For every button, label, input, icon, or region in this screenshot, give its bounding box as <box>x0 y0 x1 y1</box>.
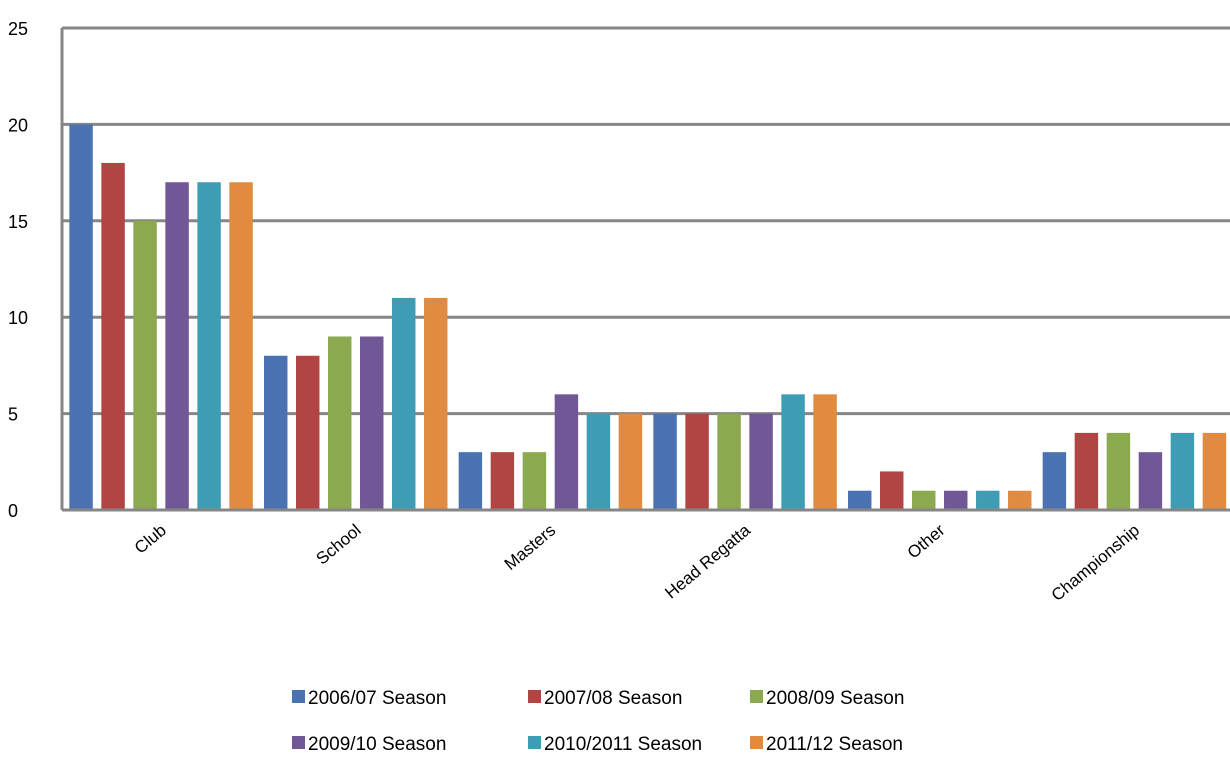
y-tick-label: 10 <box>8 308 28 328</box>
bar <box>490 452 515 510</box>
y-tick-label: 15 <box>8 212 28 232</box>
bar <box>392 297 416 510</box>
gridlines <box>62 26 1230 416</box>
bar <box>781 394 805 510</box>
bar <box>264 355 288 510</box>
x-tick-label: Championship <box>1048 521 1143 605</box>
x-axis-category-labels: Club School Masters Head Regatta Other Champi… <box>131 520 1143 605</box>
bar <box>586 413 611 510</box>
x-tick-label: Masters <box>501 521 560 574</box>
bar <box>165 182 189 511</box>
bar <box>229 182 253 511</box>
bar <box>522 452 547 510</box>
y-tick-label: 25 <box>8 19 28 39</box>
bar <box>458 452 483 510</box>
bar <box>976 490 1000 510</box>
legend-swatch <box>528 736 541 749</box>
y-tick-label: 0 <box>8 501 18 521</box>
legend-label: 2011/12 Season <box>766 734 903 755</box>
bar <box>1008 490 1032 510</box>
bar <box>749 413 773 510</box>
bar <box>1106 432 1131 510</box>
x-tick-label: Head Regatta <box>661 520 754 602</box>
bar <box>69 124 93 511</box>
legend-swatch <box>750 690 763 703</box>
legend-label: 2008/09 Season <box>766 688 904 709</box>
bar <box>813 394 837 510</box>
bar <box>328 336 352 510</box>
legend-swatch <box>750 736 763 749</box>
x-tick-label: School <box>313 521 365 569</box>
bar <box>554 394 579 510</box>
legend-item: 2010/2011 Season <box>528 734 702 755</box>
x-tick-label: Club <box>131 521 170 558</box>
legend-label: 2007/08 Season <box>544 688 682 709</box>
bar <box>101 162 125 510</box>
x-tick-label: Other <box>904 520 949 562</box>
y-tick-label: 5 <box>8 405 18 425</box>
axes <box>60 28 1230 512</box>
legend-label: 2006/07 Season <box>308 688 446 709</box>
legend-label: 2010/2011 Season <box>544 734 702 755</box>
bar <box>1170 432 1195 510</box>
bar <box>653 413 677 510</box>
y-tick-label: 20 <box>8 115 28 135</box>
legend-swatch <box>528 690 541 703</box>
bar <box>133 220 157 511</box>
legend-swatch <box>292 736 305 749</box>
legend-item: 2011/12 Season <box>750 734 903 755</box>
bar <box>360 336 384 510</box>
legend-label: 2009/10 Season <box>308 734 446 755</box>
legend-item: 2008/09 Season <box>750 688 904 709</box>
bar <box>717 413 741 510</box>
bar <box>618 413 643 510</box>
bar <box>1202 432 1227 510</box>
bar <box>1138 452 1163 510</box>
y-axis-tick-labels: 0 5 10 15 20 25 <box>8 19 28 521</box>
bar <box>912 490 936 510</box>
legend-item: 2006/07 Season <box>292 688 446 709</box>
bar <box>296 355 320 510</box>
bar <box>197 182 221 511</box>
legend-swatch <box>292 690 305 703</box>
bars <box>69 124 1227 511</box>
bar <box>1042 452 1067 510</box>
bar <box>1074 432 1099 510</box>
legend-item: 2007/08 Season <box>528 688 682 709</box>
bar <box>848 490 872 510</box>
legend-item: 2009/10 Season <box>292 734 446 755</box>
bar <box>880 471 904 510</box>
bar <box>424 297 448 510</box>
bar <box>944 490 968 510</box>
legend: 2006/07 Season 2007/08 Season 2008/09 Seas… <box>292 688 904 755</box>
bar <box>685 413 709 510</box>
